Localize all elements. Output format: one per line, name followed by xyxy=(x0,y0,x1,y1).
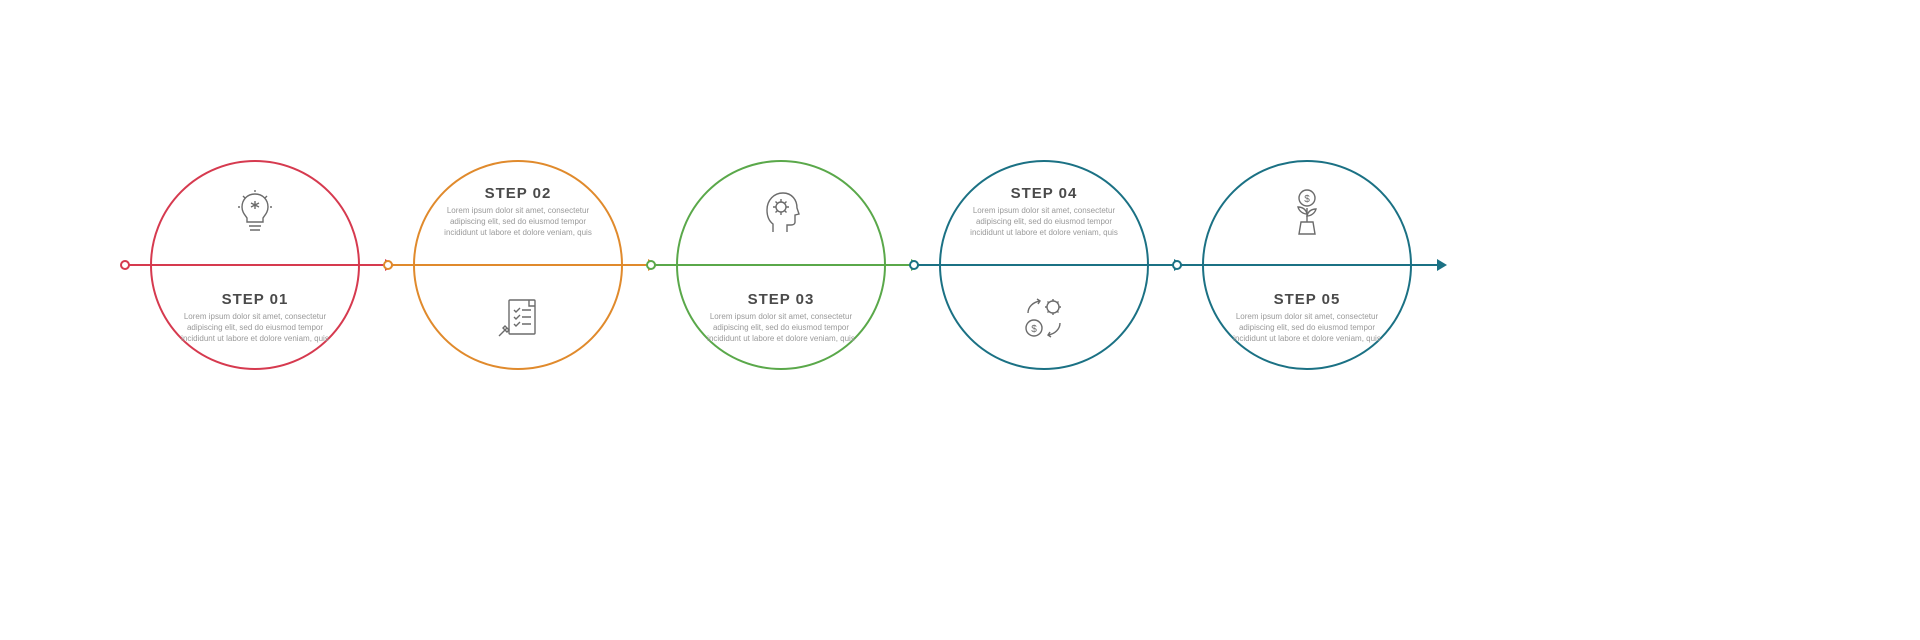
step-3-start-dot xyxy=(646,260,656,270)
step-4: STEP 04 Lorem ipsum dolor sit amet, cons… xyxy=(914,160,1174,420)
head-gear-icon xyxy=(757,188,805,236)
step-5-start-dot xyxy=(1172,260,1182,270)
document-check-icon xyxy=(494,294,542,342)
step-5-icon-area: $ xyxy=(1202,160,1412,264)
step-4-icon-area: $ xyxy=(939,266,1149,370)
step-1-desc: Lorem ipsum dolor sit amet, consectetur … xyxy=(170,312,340,344)
step-4-text: STEP 04 Lorem ipsum dolor sit amet, cons… xyxy=(939,160,1149,264)
step-5-title: STEP 05 xyxy=(1274,291,1341,308)
step-1-start-dot xyxy=(120,260,130,270)
step-5-text: STEP 05 Lorem ipsum dolor sit amet, cons… xyxy=(1202,266,1412,370)
step-4-start-dot xyxy=(909,260,919,270)
step-5-arrow xyxy=(1437,259,1447,271)
step-2: STEP 02 Lorem ipsum dolor sit amet, cons… xyxy=(388,160,648,420)
step-1-icon-area xyxy=(150,160,360,264)
lightbulb-icon xyxy=(231,188,279,236)
step-2-text: STEP 02 Lorem ipsum dolor sit amet, cons… xyxy=(413,160,623,264)
money-cycle-icon: $ xyxy=(1020,294,1068,342)
step-3: STEP 03 Lorem ipsum dolor sit amet, cons… xyxy=(651,160,911,420)
step-5: $ STEP 05 Lorem ipsum dolor sit amet, co… xyxy=(1177,160,1437,420)
step-2-icon-area xyxy=(413,266,623,370)
step-3-title: STEP 03 xyxy=(748,291,815,308)
step-3-icon-area xyxy=(676,160,886,264)
step-2-title: STEP 02 xyxy=(485,185,552,202)
step-4-desc: Lorem ipsum dolor sit amet, consectetur … xyxy=(959,206,1129,238)
step-2-start-dot xyxy=(383,260,393,270)
step-2-desc: Lorem ipsum dolor sit amet, consectetur … xyxy=(433,206,603,238)
svg-text:$: $ xyxy=(1031,324,1037,335)
step-5-desc: Lorem ipsum dolor sit amet, consectetur … xyxy=(1222,312,1392,344)
step-1-title: STEP 01 xyxy=(222,291,289,308)
step-4-title: STEP 04 xyxy=(1011,185,1078,202)
svg-text:$: $ xyxy=(1304,194,1310,205)
infographic-canvas: STEP 01 Lorem ipsum dolor sit amet, cons… xyxy=(0,0,1920,640)
step-3-text: STEP 03 Lorem ipsum dolor sit amet, cons… xyxy=(676,266,886,370)
money-plant-icon: $ xyxy=(1283,188,1331,236)
step-3-desc: Lorem ipsum dolor sit amet, consectetur … xyxy=(696,312,866,344)
step-1: STEP 01 Lorem ipsum dolor sit amet, cons… xyxy=(125,160,385,420)
step-1-text: STEP 01 Lorem ipsum dolor sit amet, cons… xyxy=(150,266,360,370)
